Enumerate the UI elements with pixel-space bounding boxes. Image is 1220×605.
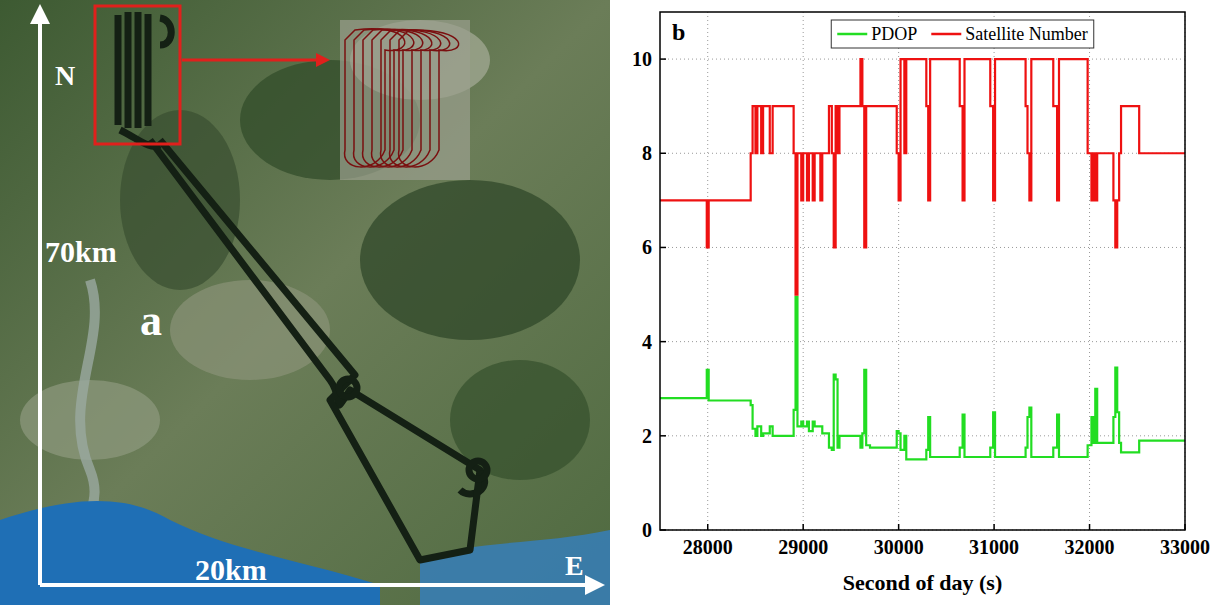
sea: [0, 501, 380, 605]
panel-label: b: [672, 19, 685, 45]
grid-line: [803, 12, 804, 530]
tick: [898, 524, 900, 530]
inset: [340, 20, 470, 180]
north-arrow: [38, 18, 42, 585]
zoom-box: [95, 6, 180, 144]
tick-label: 4: [642, 331, 652, 353]
tick: [1089, 524, 1091, 530]
inset-lines: [345, 29, 459, 167]
tick: [660, 153, 666, 155]
tick-label: 33000: [1160, 536, 1210, 558]
tick-label: 29000: [778, 536, 828, 558]
map-background: [0, 0, 610, 605]
tick: [660, 247, 666, 249]
tick-label: 30000: [874, 536, 924, 558]
tick-label: 0: [642, 519, 652, 541]
tick-label: 32000: [1065, 536, 1115, 558]
north-arrow-head: [30, 4, 50, 24]
tick-label: 10: [632, 48, 652, 70]
legend: PDOP Satellite Number: [831, 20, 1094, 48]
terrain: [170, 280, 330, 380]
legend-label: Satellite Number: [965, 24, 1087, 44]
figure: N 70km a 20km E 28000 29000 30000 31000 32000 3300…: [0, 0, 1220, 605]
map-label: a: [140, 296, 162, 345]
legend-swatch: [931, 33, 961, 36]
sea: [420, 530, 610, 605]
tick-label: 8: [642, 142, 652, 164]
series-group: [660, 59, 1185, 459]
tick: [993, 524, 995, 530]
map-label: E: [565, 550, 584, 581]
loop: [339, 379, 357, 397]
tick-label: 31000: [969, 536, 1019, 558]
zoom-arrow-head: [316, 53, 330, 67]
zoom-arrow: [182, 59, 320, 62]
axis-title: Second of day (s): [843, 570, 1003, 595]
series-line: [660, 297, 1185, 459]
grid-line: [660, 341, 1185, 342]
tick: [707, 524, 709, 530]
plot-frame: [660, 12, 1185, 530]
tick: [660, 58, 666, 60]
grid-line: [898, 12, 899, 530]
loop: [469, 461, 487, 479]
trajectory: [118, 12, 487, 560]
series-line: [660, 59, 1185, 294]
legend-box: [831, 20, 1094, 48]
legend-label: PDOP: [871, 24, 917, 44]
inset-loop: [399, 30, 459, 167]
tick: [660, 341, 666, 343]
tick-label: 6: [642, 236, 652, 258]
terrain: [360, 180, 580, 340]
legend-swatch: [837, 33, 867, 36]
tick-label: 28000: [683, 536, 733, 558]
map-label: N: [55, 60, 75, 91]
map-label: 20km: [195, 553, 267, 586]
east-arrow-head: [585, 575, 605, 595]
chart-panel: 28000 29000 30000 31000 32000 33000 0 2 4 6 8 10 b Se…: [632, 12, 1210, 595]
map-panel: N 70km a 20km E: [0, 0, 610, 605]
plot-background: [660, 12, 1185, 530]
terrain: [450, 360, 590, 480]
grid-line: [660, 247, 1185, 248]
tick: [660, 435, 666, 437]
tick-label: 2: [642, 425, 652, 447]
grid-line: [1089, 12, 1090, 530]
grid-line: [707, 12, 708, 530]
map-label: 70km: [45, 235, 117, 268]
grid-line: [660, 435, 1185, 436]
route: [160, 140, 480, 560]
survey-lines: [118, 12, 171, 146]
east-arrow: [40, 583, 590, 587]
tick: [802, 524, 804, 530]
